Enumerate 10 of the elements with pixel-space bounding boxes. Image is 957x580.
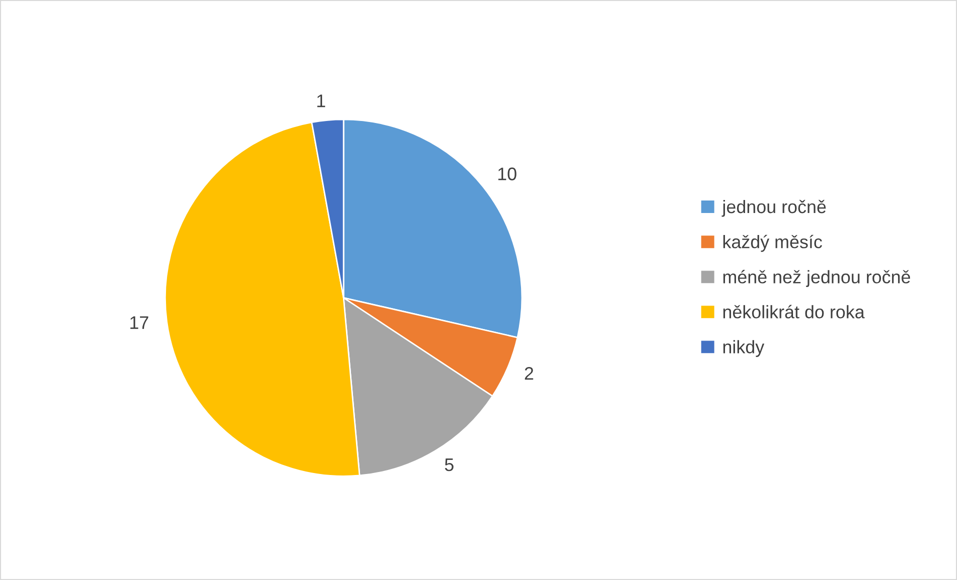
legend-label: nikdy: [723, 340, 764, 357]
data-label: 2: [524, 367, 534, 380]
data-label: 5: [444, 458, 454, 472]
legend-label: jednou ročně: [722, 200, 826, 217]
legend-label: několikrát do roka: [723, 304, 865, 318]
legend-label: méně než jednou ročně: [723, 270, 910, 287]
data-label: 17: [130, 316, 148, 329]
data-label: 10: [498, 168, 516, 180]
data-label: 1: [317, 94, 326, 108]
legend-label: každý měsíc: [723, 234, 822, 252]
